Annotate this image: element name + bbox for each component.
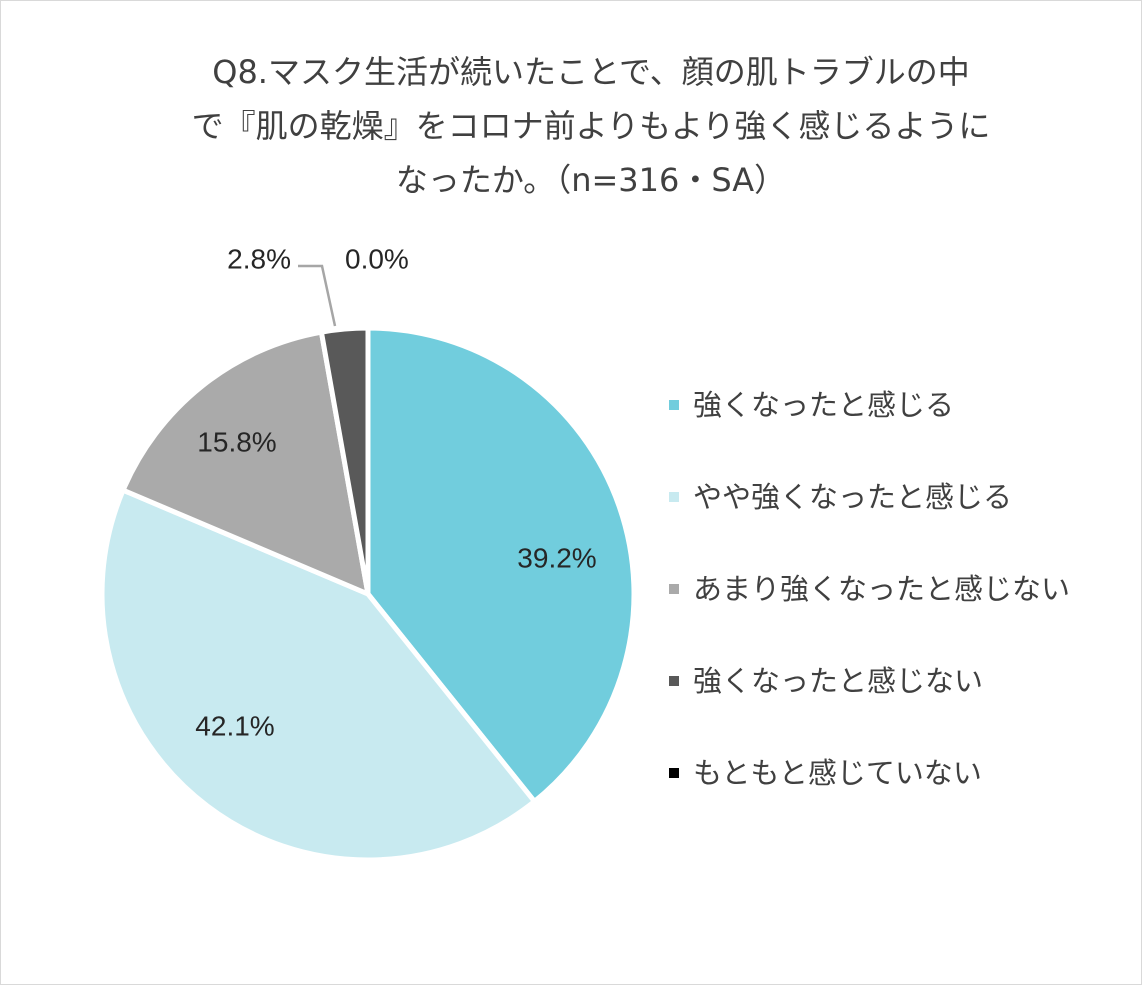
legend-swatch <box>669 768 679 778</box>
legend-swatch <box>669 400 679 410</box>
chart-title-line-1: Q8.マスク生活が続いたことで、顔の肌トラブルの中 <box>212 53 970 91</box>
data-label-slice-4: 2.8% <box>227 243 291 274</box>
legend-swatch <box>669 492 679 502</box>
data-label-slice-3: 15.8% <box>197 426 276 457</box>
legend-label: 強くなったと感じる <box>693 388 955 422</box>
chart-title-line-3: なったか。（n=316・SA） <box>395 161 787 199</box>
data-label-slice-1: 39.2% <box>517 542 596 573</box>
legend-label: 強くなったと感じない <box>693 664 984 698</box>
pie-slice-1 <box>365 325 637 804</box>
pie-slice-2 <box>99 487 537 863</box>
chart-title-line-2: で『肌の乾燥』をコロナ前よりもより強く感じるように <box>191 107 991 145</box>
data-label-slice-2: 42.1% <box>195 710 274 741</box>
legend-swatch <box>669 584 679 594</box>
pie-slice-4 <box>318 325 371 597</box>
data-label-slice-5: 0.0% <box>345 243 409 274</box>
chart-title: Q8.マスク生活が続いたことで、顔の肌トラブルの中 で『肌の乾燥』をコロナ前より… <box>91 45 1091 207</box>
legend-label: あまり強くなったと感じない <box>693 572 1071 606</box>
legend-label: やや強くなったと感じる <box>693 480 1013 514</box>
legend-swatch <box>669 676 679 686</box>
legend-label: もともと感じていない <box>693 756 982 790</box>
pie-slice-3 <box>120 329 371 597</box>
leader-line <box>298 264 337 327</box>
